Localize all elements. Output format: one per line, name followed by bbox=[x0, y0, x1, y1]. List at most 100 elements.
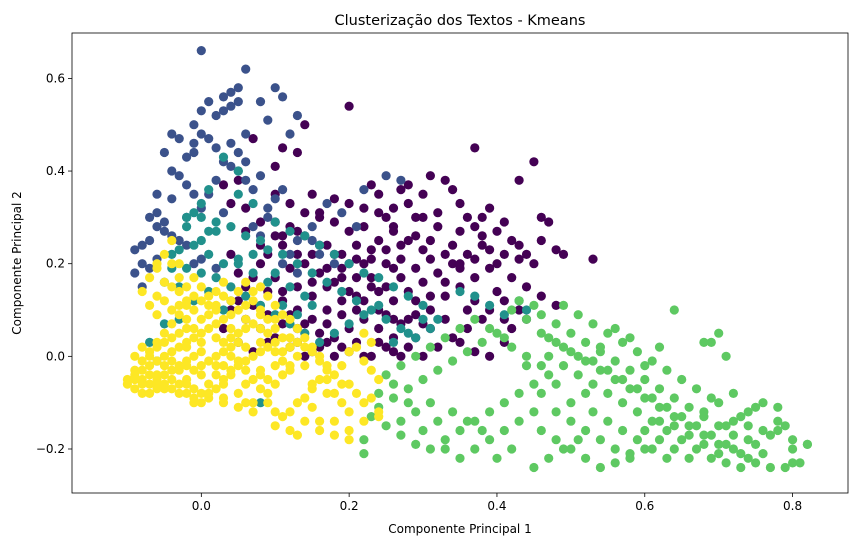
scatter-point-cluster-3 bbox=[691, 444, 702, 454]
scatter-point-cluster-3 bbox=[751, 458, 761, 468]
scatter-point-cluster-0 bbox=[433, 222, 443, 232]
scatter-point-cluster-0 bbox=[499, 249, 509, 259]
scatter-point-cluster-4 bbox=[351, 388, 362, 398]
scatter-point-cluster-0 bbox=[366, 180, 376, 190]
scatter-point-cluster-0 bbox=[307, 291, 317, 301]
scatter-point-cluster-4 bbox=[152, 259, 162, 269]
scatter-point-cluster-4 bbox=[167, 259, 177, 269]
scatter-point-cluster-2 bbox=[241, 231, 251, 241]
scatter-point-cluster-0 bbox=[344, 198, 354, 209]
scatter-point-cluster-3 bbox=[632, 347, 643, 357]
scatter-point-cluster-4 bbox=[130, 351, 140, 361]
scatter-point-cluster-0 bbox=[485, 351, 495, 361]
scatter-point-cluster-0 bbox=[551, 245, 561, 255]
scatter-point-cluster-4 bbox=[233, 402, 243, 412]
scatter-point-cluster-3 bbox=[780, 462, 790, 473]
scatter-point-cluster-1 bbox=[218, 106, 229, 116]
scatter-point-cluster-1 bbox=[315, 249, 325, 259]
scatter-point-cluster-3 bbox=[669, 421, 679, 431]
scatter-point-cluster-3 bbox=[625, 449, 635, 459]
scatter-point-cluster-2 bbox=[292, 259, 302, 269]
scatter-point-cluster-0 bbox=[233, 175, 243, 185]
scatter-point-cluster-0 bbox=[337, 273, 347, 283]
scatter-point-cluster-0 bbox=[411, 310, 421, 320]
scatter-point-cluster-0 bbox=[418, 212, 428, 222]
scatter-point-cluster-1 bbox=[278, 185, 288, 195]
scatter-point-cluster-4 bbox=[248, 374, 258, 385]
scatter-point-cluster-3 bbox=[699, 337, 709, 347]
scatter-point-cluster-0 bbox=[433, 208, 443, 218]
scatter-point-cluster-4 bbox=[167, 374, 177, 385]
scatter-point-cluster-3 bbox=[610, 323, 620, 334]
scatter-point-cluster-1 bbox=[292, 268, 302, 278]
scatter-point-cluster-1 bbox=[278, 259, 288, 269]
scatter-point-cluster-1 bbox=[189, 189, 199, 199]
scatter-point-cluster-4 bbox=[218, 277, 229, 287]
scatter-point-cluster-0 bbox=[462, 323, 472, 334]
scatter-point-cluster-4 bbox=[248, 286, 258, 297]
scatter-point-cluster-0 bbox=[322, 319, 332, 329]
scatter-point-cluster-0 bbox=[403, 198, 413, 209]
scatter-point-cluster-0 bbox=[226, 198, 236, 209]
scatter-point-cluster-1 bbox=[189, 147, 199, 158]
scatter-point-cluster-0 bbox=[477, 231, 487, 241]
scatter-point-cluster-2 bbox=[204, 249, 214, 259]
scatter-point-cluster-2 bbox=[167, 249, 177, 259]
scatter-point-cluster-3 bbox=[758, 425, 768, 436]
scatter-point-cluster-4 bbox=[241, 342, 251, 352]
scatter-point-cluster-4 bbox=[351, 342, 362, 352]
scatter-point-cluster-3 bbox=[743, 407, 753, 417]
scatter-point-cluster-2 bbox=[374, 300, 384, 310]
scatter-point-cluster-4 bbox=[159, 249, 169, 259]
scatter-point-cluster-3 bbox=[507, 342, 517, 352]
scatter-point-cluster-0 bbox=[381, 282, 391, 292]
scatter-point-cluster-3 bbox=[618, 398, 628, 408]
scatter-point-cluster-2 bbox=[218, 152, 229, 162]
scatter-point-cluster-0 bbox=[529, 157, 539, 167]
scatter-point-cluster-4 bbox=[152, 310, 162, 320]
scatter-point-cluster-4 bbox=[285, 314, 295, 324]
scatter-point-cluster-4 bbox=[292, 323, 302, 334]
scatter-point-cluster-2 bbox=[381, 314, 391, 324]
x-tick-label: 0.2 bbox=[340, 499, 359, 513]
scatter-point-cluster-4 bbox=[167, 365, 177, 375]
scatter-point-cluster-0 bbox=[329, 217, 339, 227]
scatter-point-cluster-4 bbox=[204, 310, 214, 320]
scatter-point-cluster-4 bbox=[196, 337, 206, 347]
scatter-point-cluster-3 bbox=[529, 379, 539, 389]
scatter-point-cluster-1 bbox=[189, 259, 199, 269]
scatter-point-cluster-0 bbox=[411, 212, 421, 222]
scatter-point-cluster-1 bbox=[145, 263, 155, 273]
scatter-point-cluster-2 bbox=[403, 291, 413, 301]
scatter-point-cluster-1 bbox=[292, 110, 302, 121]
scatter-point-cluster-2 bbox=[211, 217, 221, 227]
scatter-point-cluster-0 bbox=[536, 212, 546, 222]
scatter-point-cluster-4 bbox=[211, 286, 221, 297]
scatter-point-cluster-3 bbox=[529, 462, 539, 473]
scatter-point-cluster-0 bbox=[455, 226, 465, 236]
scatter-point-cluster-0 bbox=[337, 263, 347, 273]
scatter-point-cluster-4 bbox=[182, 314, 192, 324]
scatter-point-cluster-3 bbox=[521, 314, 532, 324]
scatter-point-cluster-3 bbox=[374, 388, 384, 398]
scatter-point-cluster-2 bbox=[182, 212, 192, 222]
scatter-point-cluster-0 bbox=[462, 305, 472, 315]
scatter-point-cluster-4 bbox=[329, 430, 339, 440]
scatter-point-cluster-0 bbox=[241, 203, 251, 213]
scatter-point-cluster-0 bbox=[278, 231, 288, 241]
scatter-point-cluster-4 bbox=[218, 361, 229, 371]
scatter-point-cluster-4 bbox=[322, 388, 332, 398]
scatter-point-cluster-0 bbox=[300, 259, 310, 269]
scatter-point-cluster-3 bbox=[684, 402, 694, 412]
scatter-point-cluster-0 bbox=[374, 235, 384, 246]
x-tick-label: 0.6 bbox=[635, 499, 654, 513]
scatter-point-cluster-2 bbox=[388, 337, 399, 347]
scatter-point-cluster-1 bbox=[241, 175, 251, 185]
scatter-point-cluster-4 bbox=[359, 356, 369, 366]
scatter-point-cluster-0 bbox=[440, 175, 450, 185]
scatter-point-cluster-4 bbox=[182, 361, 192, 371]
scatter-point-cluster-0 bbox=[470, 143, 480, 153]
scatter-point-cluster-4 bbox=[278, 370, 288, 380]
scatter-point-cluster-3 bbox=[440, 444, 450, 454]
scatter-point-cluster-4 bbox=[344, 379, 354, 389]
